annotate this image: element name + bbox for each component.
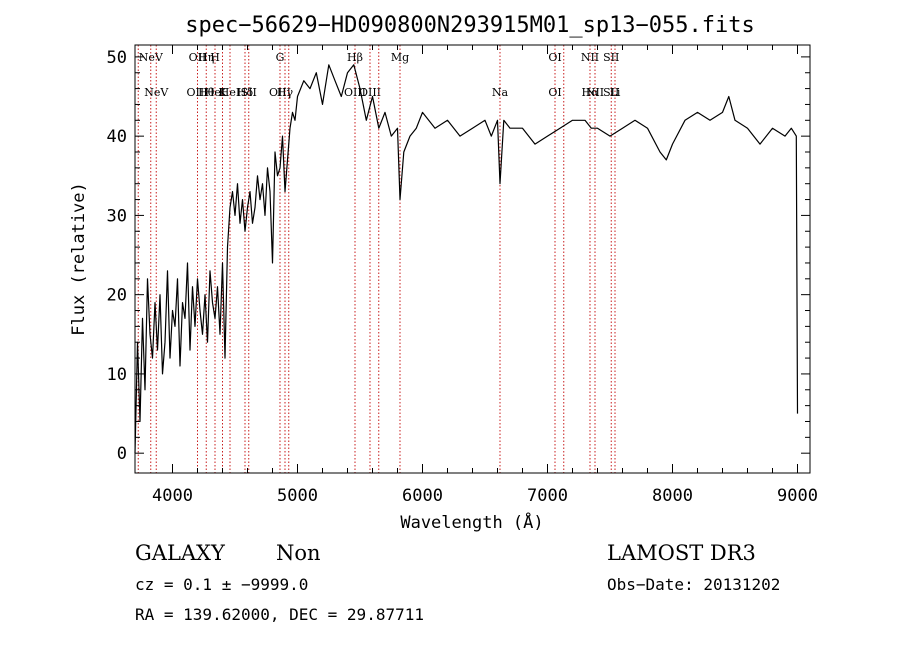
line-marker-upper-label: Hβ [347, 51, 363, 64]
x-tick-label: 9000 [777, 486, 818, 506]
object-class: GALAXY [135, 541, 226, 565]
spectrum-series [134, 64, 799, 454]
line-marker-lower-label: HeI [205, 86, 225, 99]
redshift-cz: cz = 0.1 ± −9999.0 [135, 575, 308, 594]
x-axis-label: Wavelength (Å) [400, 511, 543, 533]
line-marker-upper-label: SII [603, 51, 619, 64]
line-marker-upper-label: Mg [391, 51, 409, 64]
spectral-line-markers: NeVNeVOIIOIIIHηHθHHeIKHeIHδSIIGOIIIHγHβO… [137, 45, 621, 473]
line-marker-lower-label: OIII [269, 86, 291, 99]
observation-date: Obs−Date: 20131202 [607, 575, 780, 594]
line-marker-lower-label: Hγ [277, 86, 294, 99]
line-marker-lower-label: OIII [186, 86, 208, 99]
line-marker-upper-label: NII [581, 51, 599, 64]
spectrum-line [134, 64, 799, 454]
line-marker-lower-label: Hδ [237, 86, 254, 99]
line-marker-upper-label: Hη [198, 51, 214, 64]
line-marker-upper-label: OII [189, 51, 207, 64]
x-axis: 4000 5000 6000 7000 8000 9000 [152, 45, 818, 506]
line-marker-lower-label: HeI [220, 86, 240, 99]
line-marker-lower-label: Hα [581, 86, 599, 99]
line-marker-upper-label: H [210, 51, 220, 64]
line-marker-lower-label: NeV [144, 86, 169, 99]
x-tick-label: 5000 [277, 486, 318, 506]
y-axis-label: Flux (relative) [69, 182, 89, 336]
line-marker-lower-label: NII [586, 86, 604, 99]
line-marker-upper-label: NeV [139, 51, 164, 64]
line-marker-lower-label: Li [610, 86, 621, 99]
x-tick-label: 6000 [402, 486, 443, 506]
line-marker-lower-label: Hθ [198, 86, 215, 99]
y-tick-label: 0 [117, 444, 127, 464]
chart-title: spec−56629−HD090800N293915M01_sp13−055.f… [185, 13, 755, 38]
ra-dec: RA = 139.62000, DEC = 29.87711 [135, 605, 424, 624]
line-marker-lower-label: OIII [359, 86, 381, 99]
line-marker-lower-label: SII [241, 86, 257, 99]
line-marker-lower-label: Na [492, 86, 509, 99]
object-subclass: Non [276, 541, 321, 565]
survey-name: LAMOST DR3 [607, 541, 756, 565]
y-tick-label: 20 [107, 286, 127, 306]
y-tick-label: 10 [107, 365, 127, 385]
y-tick-label: 30 [107, 206, 127, 226]
x-tick-label: 7000 [527, 486, 568, 506]
line-marker-lower-label: SII [603, 86, 619, 99]
plot-frame [134, 44, 811, 474]
x-tick-label: 8000 [652, 486, 693, 506]
y-tick-label: 40 [107, 127, 127, 147]
line-marker-lower-label: K [218, 86, 227, 99]
line-marker-upper-label: G [276, 51, 285, 64]
x-tick-label: 4000 [152, 486, 193, 506]
line-marker-upper-label: OI [548, 51, 561, 64]
line-marker-lower-label: OI [548, 86, 561, 99]
y-tick-label: 50 [107, 48, 127, 68]
y-axis: 0 10 20 30 40 50 [107, 48, 810, 464]
